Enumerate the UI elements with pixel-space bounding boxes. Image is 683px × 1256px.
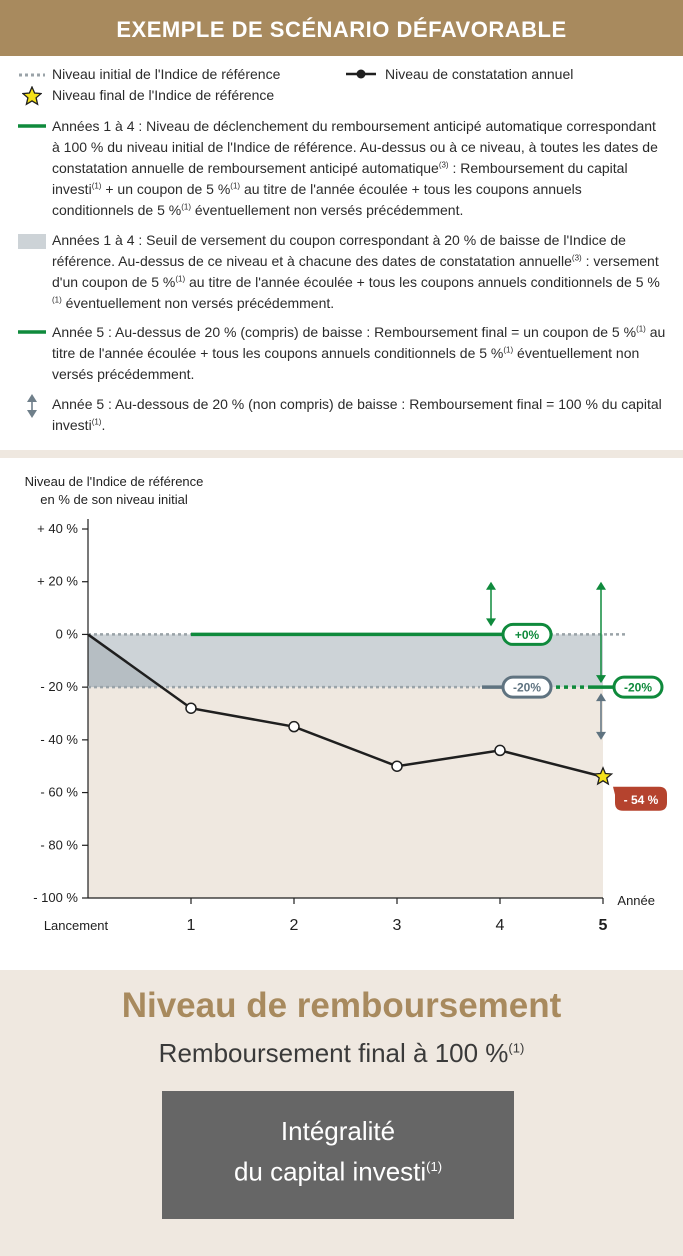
barrier-0-pill [501, 622, 553, 646]
annual-point [494, 744, 506, 757]
y-axis-title-line2: en % de son niveau initial [40, 492, 188, 507]
y-tick-label: + 40 % [37, 521, 78, 536]
y-tick-label: - 20 % [40, 679, 78, 694]
repayment-subtitle: Remboursement final à 100 %(1) [158, 1038, 525, 1068]
x-tick-label: 1 [187, 917, 196, 934]
below-threshold-area [88, 687, 603, 898]
annual-point [288, 720, 300, 733]
year4-arrow-head-down [486, 618, 496, 627]
annual-point [391, 760, 403, 772]
separator [0, 450, 683, 458]
legend-item-early-redemption: Années 1 à 4 : Niveau de déclenchement d… [52, 118, 658, 218]
year5-upper-arrow-head-down [596, 675, 606, 684]
green-line-icon [18, 124, 46, 128]
y-tick-label: - 60 % [40, 785, 78, 800]
barrier-20-years-pill [501, 675, 553, 699]
final-level-star [592, 766, 614, 786]
dotted-line-icon [19, 73, 45, 77]
double-arrow-icon [27, 394, 37, 418]
chart-layer: + 40 % + 20 % 0 % - 20 % - 40 % - 60 % - 80 % -… [33, 519, 667, 934]
final-value-label: - 54 % [624, 793, 659, 807]
y-tick-label: - 80 % [40, 837, 78, 852]
legend-item-final-below: Année 5 : Au-dessous de 20 % (non compri… [52, 396, 662, 433]
y-tick-label: 0 % [56, 626, 79, 641]
y-tick-label: - 100 % [33, 890, 78, 905]
star-icon [22, 86, 42, 106]
x-tick-label: 3 [393, 917, 402, 934]
year4-arrow-head-up [486, 581, 496, 590]
year5-upper-arrow-head-up [596, 581, 606, 590]
barrier-20-final-pill [612, 675, 664, 699]
green-line-icon [18, 330, 46, 334]
y-axis-title-line1: Niveau de l'Indice de référence [25, 474, 204, 489]
repayment-title: Niveau de remboursement [121, 986, 562, 1025]
y-tick-label: + 20 % [37, 574, 78, 589]
index-level-line [87, 633, 604, 778]
legend-item-coupon-threshold: Années 1 à 4 : Seuil de versement du cou… [52, 232, 660, 311]
barrier-20-years-label: -20% [513, 681, 541, 695]
x-tick-label: 4 [496, 917, 505, 934]
legend-final-level: Niveau final de l'Indice de référence [52, 87, 275, 103]
x-tick-label: 2 [290, 917, 299, 934]
x-axis-title: Année [617, 893, 655, 908]
capital-box-line2: du capital investi(1) [233, 1156, 443, 1187]
final-value-callout [613, 786, 667, 811]
year5-lower-arrow-head-down [596, 731, 606, 740]
repayment-section: Niveau de remboursement Remboursement fi… [0, 970, 683, 1256]
legend-initial-level: Niveau initial de l'Indice de référence [52, 66, 281, 82]
year5-lower-arrow-head-up [596, 693, 606, 702]
capital-box-line1: Intégralité [280, 1116, 396, 1146]
grey-band-icon [18, 234, 46, 249]
chart-area: Niveau de l'Indice de référence en % de … [0, 458, 683, 970]
x-tick-label: 5 [599, 917, 608, 934]
x-tick-label: Lancement [44, 918, 109, 933]
legend-annual-level: Niveau de constatation annuel [385, 66, 574, 82]
index-level-chart: Niveau de l'Indice de référence en % de … [25, 474, 667, 934]
capital-box: Intégralité du capital investi(1) [162, 1091, 514, 1219]
barrier-20-final-label: -20% [624, 681, 652, 695]
legend: Niveau initial de l'Indice de référence … [0, 56, 683, 450]
barrier-0-label: +0% [515, 628, 540, 642]
legend-item-final-above: Année 5 : Au-dessus de 20 % (compris) de… [52, 324, 666, 382]
scenario-title: EXEMPLE DE SCÉNARIO DÉFAVORABLE [116, 17, 567, 42]
scenario-header: EXEMPLE DE SCÉNARIO DÉFAVORABLE [0, 0, 683, 56]
y-tick-label: - 40 % [40, 732, 78, 747]
line-marker-icon [346, 69, 376, 79]
annual-point [185, 702, 197, 714]
